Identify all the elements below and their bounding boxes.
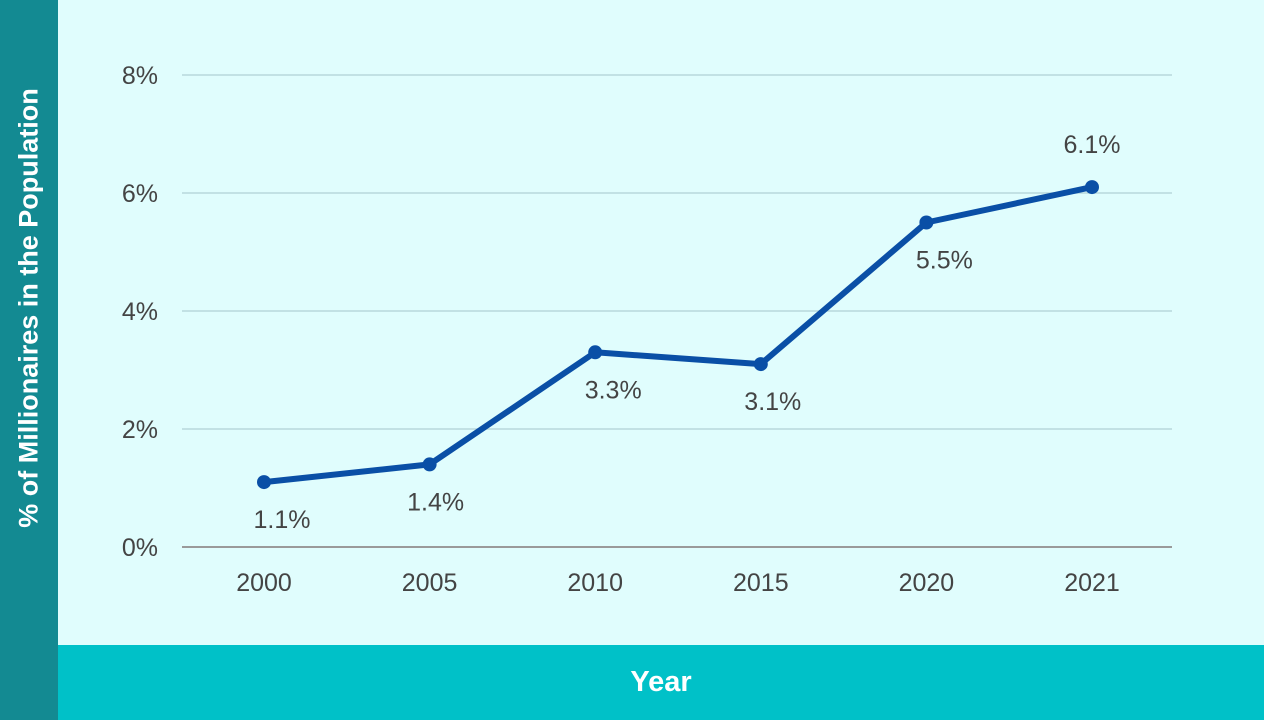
x-tick-label: 2020 <box>899 569 955 597</box>
x-axis-label-band: Year <box>58 645 1264 720</box>
right-margin <box>1264 0 1280 720</box>
data-label: 5.5% <box>916 247 973 275</box>
series-line-group <box>257 180 1099 490</box>
data-labels: 1.1% 1.4% 3.3% 3.1% 5.5% 6.1% <box>254 131 1121 534</box>
y-axis-label-band: % of Millionaires in the Population <box>0 0 58 720</box>
x-tick-label: 2000 <box>236 569 292 597</box>
data-label: 1.4% <box>407 488 464 516</box>
data-label: 1.1% <box>254 506 311 534</box>
gridlines <box>182 74 1172 548</box>
y-tick-label: 2% <box>122 416 158 444</box>
y-tick-label: 0% <box>122 534 158 562</box>
data-point <box>1085 180 1099 195</box>
y-tick-label: 6% <box>122 180 158 208</box>
x-tick-label: 2005 <box>402 569 458 597</box>
x-tick-label: 2015 <box>733 569 789 597</box>
x-tick-label: 2021 <box>1064 569 1120 597</box>
data-point <box>588 345 603 360</box>
series-line <box>261 184 1095 486</box>
data-point <box>919 215 934 230</box>
y-tick-label: 4% <box>122 298 158 326</box>
line-chart: 0% 2% 4% 6% 8% 2000 2005 2010 2015 2020 2021 1.1%… <box>122 62 1172 597</box>
data-label: 6.1% <box>1064 131 1121 159</box>
x-tick-labels: 2000 2005 2010 2015 2020 2021 <box>236 569 1120 597</box>
y-tick-labels: 0% 2% 4% 6% 8% <box>122 62 158 562</box>
data-label: 3.1% <box>744 388 801 416</box>
x-axis-label: Year <box>630 666 692 698</box>
data-point <box>257 475 271 490</box>
y-tick-label: 8% <box>122 62 158 90</box>
data-label: 3.3% <box>585 376 642 404</box>
x-tick-label: 2010 <box>567 569 623 597</box>
data-point <box>422 457 437 472</box>
data-point <box>753 357 768 372</box>
